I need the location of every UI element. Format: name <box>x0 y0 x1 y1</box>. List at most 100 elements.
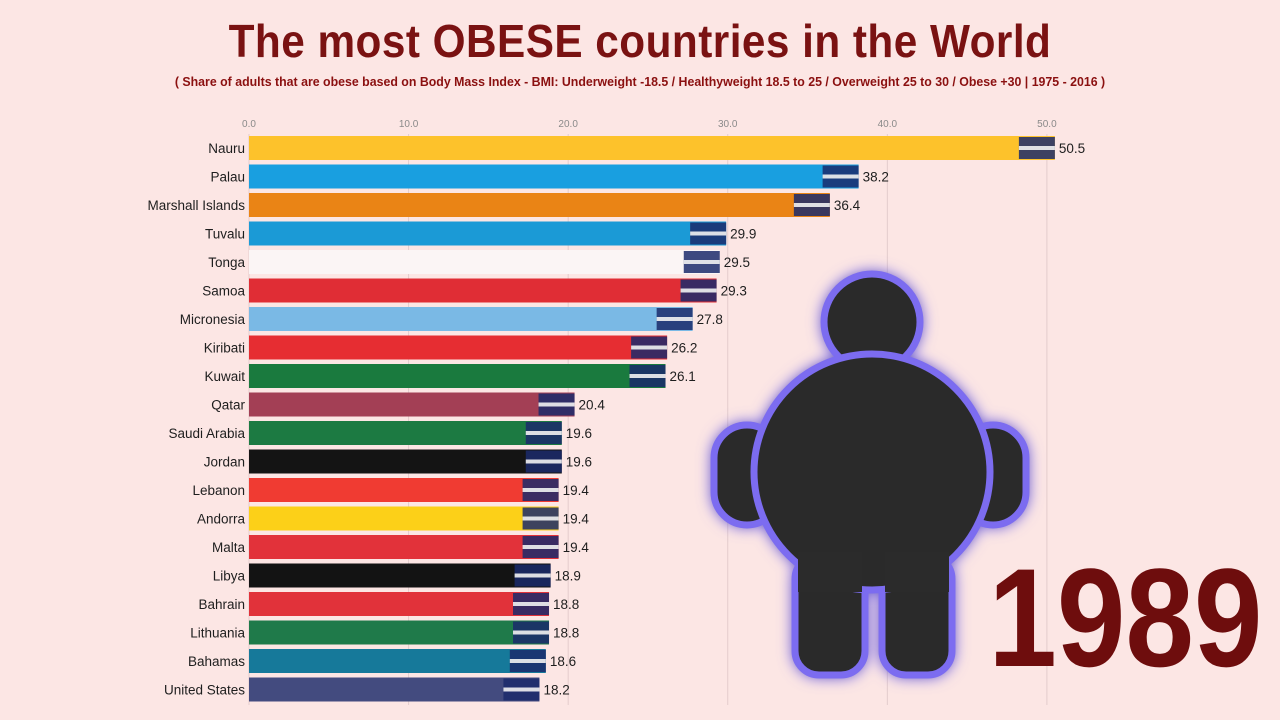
chart-subtitle: ( Share of adults that are obese based o… <box>174 74 1106 89</box>
bar <box>249 136 1055 160</box>
value-label: 29.3 <box>721 284 747 299</box>
category-label: Palau <box>210 170 245 185</box>
bar <box>249 307 693 331</box>
bar <box>249 449 562 474</box>
category-label: Samoa <box>202 284 245 299</box>
value-label: 18.8 <box>553 597 579 612</box>
value-label: 50.5 <box>1059 141 1085 156</box>
x-tick-label: 0.0 <box>242 119 256 130</box>
category-label: Jordan <box>204 455 245 470</box>
country-flag-icon <box>1018 137 1055 159</box>
value-label: 38.2 <box>863 170 889 185</box>
country-flag-icon <box>513 621 550 644</box>
bar <box>249 677 540 702</box>
category-label: Kiribati <box>204 341 245 356</box>
country-flag-icon <box>631 336 668 359</box>
bar <box>249 649 546 673</box>
value-label: 19.6 <box>566 426 592 441</box>
flag-stripe <box>629 374 666 378</box>
x-tick-label: 10.0 <box>399 119 419 130</box>
flag-stripe <box>1018 146 1055 150</box>
country-flag-icon <box>629 365 666 387</box>
category-label: Lithuania <box>190 626 245 641</box>
country-flag-icon <box>513 593 550 615</box>
country-flag-icon <box>509 650 546 672</box>
category-label: Bahamas <box>188 654 245 669</box>
country-flag-icon <box>525 450 562 473</box>
country-flag-icon <box>522 479 559 501</box>
value-label: 19.6 <box>566 455 592 470</box>
bar <box>249 421 562 445</box>
country-flag-icon <box>683 251 720 273</box>
flag-stripe <box>522 488 559 492</box>
x-tick-label: 20.0 <box>558 119 578 130</box>
category-label: United States <box>164 683 245 698</box>
x-tick-label: 40.0 <box>878 119 898 130</box>
bar <box>249 535 559 559</box>
flag-stripe <box>513 630 550 635</box>
flag-stripe <box>503 687 540 692</box>
bar <box>249 335 668 360</box>
category-label: Qatar <box>211 398 245 413</box>
bar <box>249 193 830 217</box>
bars: Nauru 50.5 Palau 38.2 Marshall Islands 36.4 Tu… <box>147 136 1085 702</box>
bar <box>249 278 717 303</box>
country-flag-icon <box>822 165 859 188</box>
bar <box>249 506 559 531</box>
category-label: Micronesia <box>180 312 246 327</box>
category-label: Saudi Arabia <box>168 426 245 441</box>
country-flag-icon <box>680 279 717 302</box>
value-label: 18.9 <box>555 569 581 584</box>
flag-stripe <box>522 545 559 549</box>
flag-stripe <box>514 573 551 578</box>
category-label: Tuvalu <box>205 227 245 242</box>
category-label: Lebanon <box>192 483 245 498</box>
bar <box>249 563 551 588</box>
country-flag-icon <box>522 536 559 558</box>
bar <box>249 620 550 645</box>
value-label: 29.9 <box>730 227 756 242</box>
value-label: 29.5 <box>724 255 750 270</box>
flag-stripe <box>538 402 575 407</box>
value-label: 18.6 <box>550 654 576 669</box>
value-label: 18.8 <box>553 626 579 641</box>
flag-stripe <box>513 602 550 606</box>
country-flag-icon <box>538 393 575 416</box>
category-label: Bahrain <box>198 597 245 612</box>
chart-title: The most OBESE countries in the World <box>228 15 1052 67</box>
flag-stripe <box>656 317 693 321</box>
category-label: Kuwait <box>204 369 245 384</box>
flag-stripe <box>525 459 562 464</box>
value-label: 26.1 <box>670 369 696 384</box>
category-label: Libya <box>213 569 246 584</box>
flag-stripe <box>525 431 562 435</box>
flag-stripe <box>631 345 668 350</box>
x-tick-label: 50.0 <box>1037 119 1057 130</box>
country-flag-icon <box>690 222 727 245</box>
bar <box>249 364 666 388</box>
flag-stripe <box>680 288 717 293</box>
flag-stripe <box>522 516 559 521</box>
bar <box>249 592 550 616</box>
value-label: 36.4 <box>834 198 861 213</box>
value-label: 19.4 <box>563 483 590 498</box>
category-label: Andorra <box>197 512 246 527</box>
country-flag-icon <box>656 308 693 330</box>
value-label: 19.4 <box>563 540 590 555</box>
bar <box>249 250 720 274</box>
value-label: 27.8 <box>697 312 723 327</box>
country-flag-icon <box>503 678 540 701</box>
flag-stripe <box>690 231 727 236</box>
country-flag-icon <box>525 422 562 444</box>
bar <box>249 478 559 502</box>
category-label: Tonga <box>208 255 245 270</box>
value-label: 20.4 <box>579 398 606 413</box>
country-flag-icon <box>793 194 830 216</box>
bar <box>249 392 575 417</box>
country-flag-icon <box>522 507 559 530</box>
value-label: 18.2 <box>543 683 569 698</box>
category-label: Nauru <box>208 141 245 156</box>
category-label: Malta <box>212 540 246 555</box>
flag-stripe <box>822 174 859 179</box>
